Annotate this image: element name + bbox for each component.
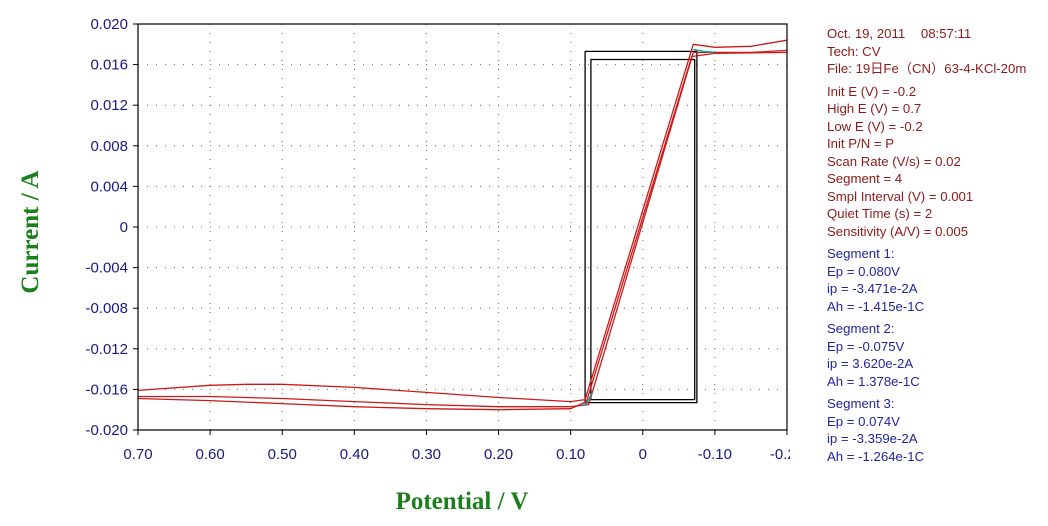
y-tick-label: -0.012 [85, 341, 128, 358]
y-axis-ticks: 0.020 0.016 0.012 0.008 0.004 0 -0.004 -0.008 -0… [85, 16, 138, 439]
y-tick-label: -0.016 [85, 381, 128, 398]
x-tick-label: 0.20 [484, 446, 513, 463]
segment-ip: ip = 3.620e-2A [827, 356, 914, 371]
x-tick-label: 0 [639, 446, 647, 463]
y-tick-label: 0.020 [90, 16, 128, 33]
param-low-e: Low E (V) = -0.2 [827, 118, 923, 134]
segment-ep: Ep = 0.080V [827, 263, 900, 279]
series-line-6 [581, 392, 593, 407]
segment-3-block: Segment 3: Ep = 0.074V ip = -3.359e-2A A… [827, 395, 1047, 465]
datetime-line: Oct. 19, 2011 08:57:11 [827, 25, 1047, 43]
segment-title: Segment 1: [827, 246, 895, 261]
segment-ah: Ah = -1.264e-1C [827, 448, 925, 464]
x-tick-label: 0.60 [196, 446, 225, 463]
plot-frame [137, 23, 788, 431]
segment-ip: ip = -3.471e-2A [827, 281, 918, 296]
series-line-3 [137, 39, 788, 403]
y-tick-label: -0.008 [85, 300, 128, 317]
param-quiet-time: Quiet Time (s) = 2 [827, 206, 933, 221]
series-line-2 [590, 58, 696, 401]
param-smpl-interval: Smpl Interval (V) = 0.001 [827, 188, 974, 204]
x-tick-label: 0.50 [268, 446, 297, 463]
segment-ah: Ah = 1.378e-1C [827, 373, 920, 389]
chart-series [137, 39, 788, 411]
series-line-7 [693, 48, 715, 54]
param-high-e: High E (V) = 0.7 [827, 101, 922, 116]
x-tick-label: -0.20 [770, 446, 790, 463]
y-tick-label: 0.004 [90, 178, 128, 195]
segment-ip: ip = -3.359e-2A [827, 431, 918, 446]
y-tick-label: 0.008 [90, 138, 128, 155]
x-tick-label: 0.10 [556, 446, 585, 463]
params-block: Init E (V) = -0.2 High E (V) = 0.7 Low E… [827, 83, 1047, 241]
segment-title: Segment 3: [827, 396, 895, 411]
y-tick-label: 0.016 [90, 57, 128, 74]
series-line-1 [584, 50, 698, 404]
x-tick-label: 0.40 [340, 446, 369, 463]
segment-ep: Ep = -0.075V [827, 338, 905, 354]
y-tick-label: -0.020 [85, 422, 128, 439]
segment-1-block: Segment 1: Ep = 0.080V ip = -3.471e-2A A… [827, 245, 1047, 315]
param-sensitivity: Sensitivity (A/V) = 0.005 [827, 223, 969, 239]
param-init-e: Init E (V) = -0.2 [827, 83, 917, 99]
x-axis-ticks: 0.70 0.60 0.50 0.40 0.30 0.20 0.10 0 -0.10 -0.20 [123, 430, 790, 463]
segment-ah: Ah = -1.415e-1C [827, 298, 925, 314]
x-tick-label: 0.70 [123, 446, 152, 463]
series-line-5 [137, 51, 788, 411]
series-line-4 [138, 49, 788, 408]
cv-chart: 0.700.600.500.400.300.200.100-0.10-0.20 … [17, 16, 790, 515]
y-tick-label: 0 [120, 219, 128, 236]
info-header: Oct. 19, 2011 08:57:11 Tech: CV File: 19… [827, 25, 1047, 78]
chart-grid [138, 24, 787, 430]
segment-2-block: Segment 2: Ep = -0.075V ip = 3.620e-2A A… [827, 320, 1047, 390]
file-text: File: 19日Fe（CN）63-4-KCl-20m [827, 61, 1027, 76]
y-tick-label: -0.004 [85, 260, 128, 277]
x-tick-label: -0.10 [698, 446, 732, 463]
tech-text: Tech: CV [827, 43, 881, 59]
segment-ep: Ep = 0.074V [827, 413, 900, 429]
param-scan-rate: Scan Rate (V/s) = 0.02 [827, 153, 961, 169]
y-axis-title: Current / A [17, 170, 44, 293]
x-tick-label: 0.30 [412, 446, 441, 463]
x-axis-title: Potential / V [396, 488, 529, 515]
segment-title: Segment 2: [827, 321, 895, 336]
experiment-info-panel: Oct. 19, 2011 08:57:11 Tech: CV File: 19… [827, 25, 1047, 470]
time-text: 08:57:11 [920, 26, 972, 41]
param-init-pn: Init P/N = P [827, 136, 895, 151]
y-tick-label: 0.012 [90, 97, 128, 114]
param-segment: Segment = 4 [827, 171, 903, 186]
date-text: Oct. 19, 2011 [827, 26, 906, 41]
